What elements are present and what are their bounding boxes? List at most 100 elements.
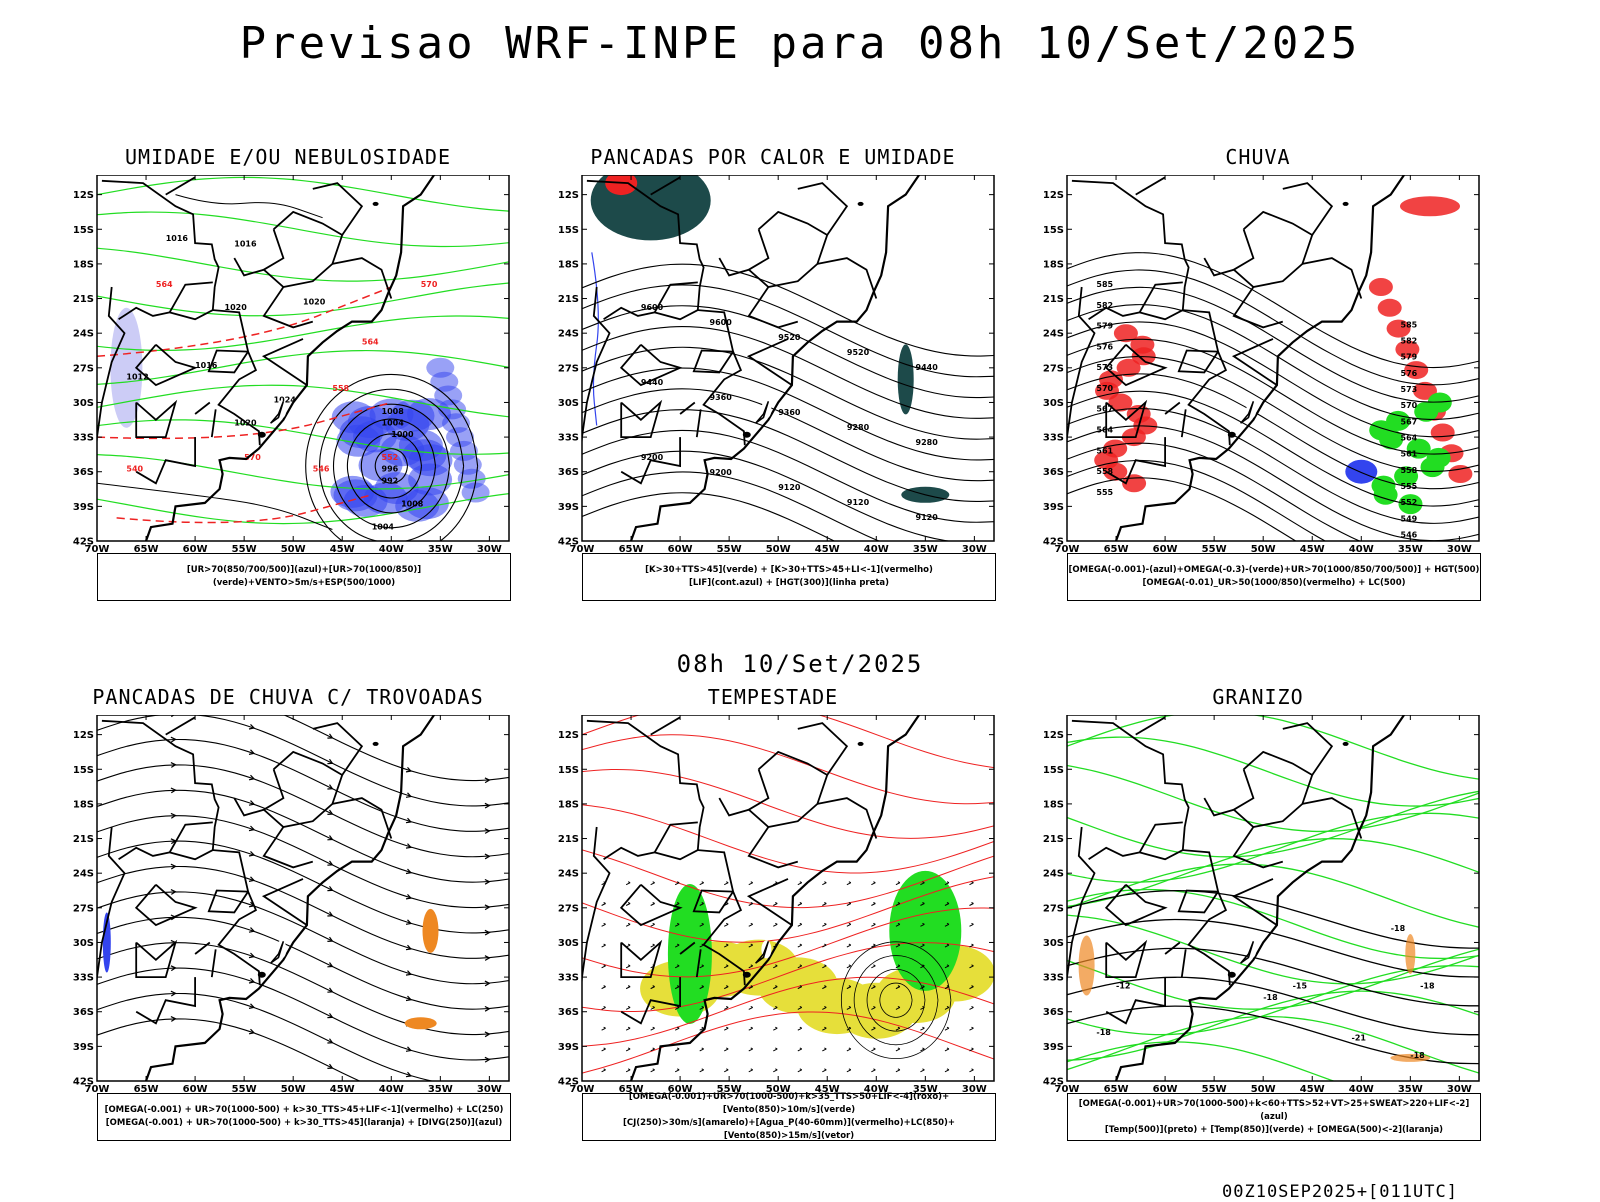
lon-tick-label: 50W xyxy=(1251,1084,1276,1095)
map-pancadas-calor: 9600 9600 9520 9520 9440 9440 9360 9360 9280 9280… xyxy=(558,175,995,555)
moisture-fill xyxy=(358,449,403,482)
hgt-contour xyxy=(1067,252,1479,369)
temp500-contour xyxy=(1067,947,1479,1007)
lat-tick-label: 27S xyxy=(1043,363,1064,374)
lon-tick-label: 65W xyxy=(134,1084,159,1095)
wind-vector xyxy=(724,922,729,927)
wind-vector xyxy=(601,943,606,948)
wind-vector xyxy=(699,985,704,990)
pressure-isobar xyxy=(319,388,465,541)
lon-tick-label: 55W xyxy=(1202,544,1227,555)
wind-vector xyxy=(797,922,803,927)
hgt-contour xyxy=(582,450,953,541)
streamline-arrow xyxy=(248,774,256,781)
lat-tick-label: 33S xyxy=(73,973,94,984)
coastline xyxy=(144,175,436,541)
streamline xyxy=(97,891,509,985)
political-border xyxy=(312,182,364,236)
lon-tick-label: 40W xyxy=(864,544,889,555)
wind-vector xyxy=(674,964,680,969)
lon-tick-label: 60W xyxy=(1153,544,1178,555)
hgt-contour xyxy=(582,471,881,541)
wind-vector xyxy=(920,985,925,990)
rain-fill xyxy=(1108,393,1133,412)
streamline-arrow xyxy=(405,919,413,925)
wind-vector xyxy=(895,902,901,906)
coastline xyxy=(1114,715,1406,1081)
wind-vector xyxy=(601,985,606,990)
hgt-contour xyxy=(1067,408,1479,524)
wind-vector xyxy=(601,902,606,906)
hgt-contour xyxy=(1067,269,1479,386)
map-chuva: 585 582 579 576 573 570 567 564 561 558 555 552 549 5… xyxy=(1043,175,1480,555)
political-border xyxy=(1232,826,1284,869)
wind-vector xyxy=(674,881,680,886)
streamline xyxy=(97,815,509,909)
wind-vector xyxy=(944,964,950,969)
omega-fill xyxy=(1078,935,1095,996)
wind-vector xyxy=(920,902,925,906)
political-border xyxy=(586,719,705,828)
political-border xyxy=(1302,257,1363,299)
contour-label: 573 xyxy=(1096,363,1113,372)
political-border xyxy=(101,179,220,288)
political-border xyxy=(168,281,213,313)
contour-label: 579 xyxy=(1401,353,1418,362)
panel-pancadas-calor: PANCADAS POR CALOR E UMIDADE 9600 9600 952… xyxy=(553,145,1033,633)
wind-vector xyxy=(822,1026,827,1031)
green-contour xyxy=(97,247,509,282)
lon-tick-label: 65W xyxy=(1104,1084,1129,1095)
political-border xyxy=(169,849,214,861)
wind-vector xyxy=(871,964,876,969)
rain-fill xyxy=(1395,340,1420,359)
wind-vector xyxy=(699,922,704,927)
panel-chuva: CHUVA 585 582 579 576 573 570 567 564 561 558 555 5… xyxy=(1038,145,1518,633)
political-border xyxy=(1181,826,1231,986)
panel-trovoadas: PANCADAS DE CHUVA C/ TROVOADAS 12S 15S 18S… xyxy=(68,685,548,1173)
political-border xyxy=(1138,281,1183,313)
streamline-arrow xyxy=(327,911,334,917)
lat-tick-label: 39S xyxy=(73,1042,94,1053)
omega-fill xyxy=(1405,934,1416,974)
political-border xyxy=(211,826,261,986)
streamline-arrow xyxy=(405,766,413,773)
streamline-arrow xyxy=(484,802,491,809)
lat-tick-label: 15S xyxy=(73,225,94,236)
political-border xyxy=(1088,306,1140,321)
panel-legend: [OMEGA(-0.001)-(azul)+OMEGA(-0.3)-(verde… xyxy=(1067,553,1481,601)
lon-tick-label: 45W xyxy=(815,1084,840,1095)
lat-tick-label: 33S xyxy=(1043,433,1064,444)
lat-tick-label: 21S xyxy=(558,834,579,845)
coastline xyxy=(1114,175,1406,541)
reservoir-mark xyxy=(372,201,379,206)
contour-label: 576 xyxy=(1401,369,1418,378)
lat-tick-label: 36S xyxy=(558,467,579,478)
wind-vector xyxy=(871,1005,876,1010)
lat-tick-label: 36S xyxy=(1043,467,1064,478)
streamline xyxy=(97,1018,361,1081)
political-border xyxy=(169,309,214,321)
political-border xyxy=(747,750,829,828)
political-border xyxy=(747,210,829,288)
political-border xyxy=(747,286,799,329)
contour-label: 996 xyxy=(382,465,399,474)
lat-tick-label: 24S xyxy=(558,329,579,340)
lat-tick-label: 36S xyxy=(73,1007,94,1018)
valid-time-label: 08h 10/Set/2025 xyxy=(676,650,924,678)
wind-vector xyxy=(944,902,950,906)
political-border xyxy=(262,286,314,329)
wind-vector xyxy=(748,881,753,886)
political-border xyxy=(620,939,663,978)
political-border xyxy=(1105,939,1148,978)
lat-tick-label: 30S xyxy=(1043,398,1064,409)
pressure-isobar xyxy=(360,433,423,499)
wind-vector xyxy=(871,1068,876,1073)
panel-legend: [UR>70(850/700/500)](azul)+[UR>70(1000/8… xyxy=(97,553,511,601)
lon-tick-label: 60W xyxy=(183,544,208,555)
run-stamp: 00Z10SEP2025+[011UTC] xyxy=(1222,1182,1458,1202)
contour-label: -18 xyxy=(1263,993,1278,1002)
wind-vector xyxy=(944,922,950,927)
lon-tick-label: 70W xyxy=(1055,1084,1080,1095)
green-contour xyxy=(97,315,509,352)
green-contour xyxy=(97,176,509,212)
